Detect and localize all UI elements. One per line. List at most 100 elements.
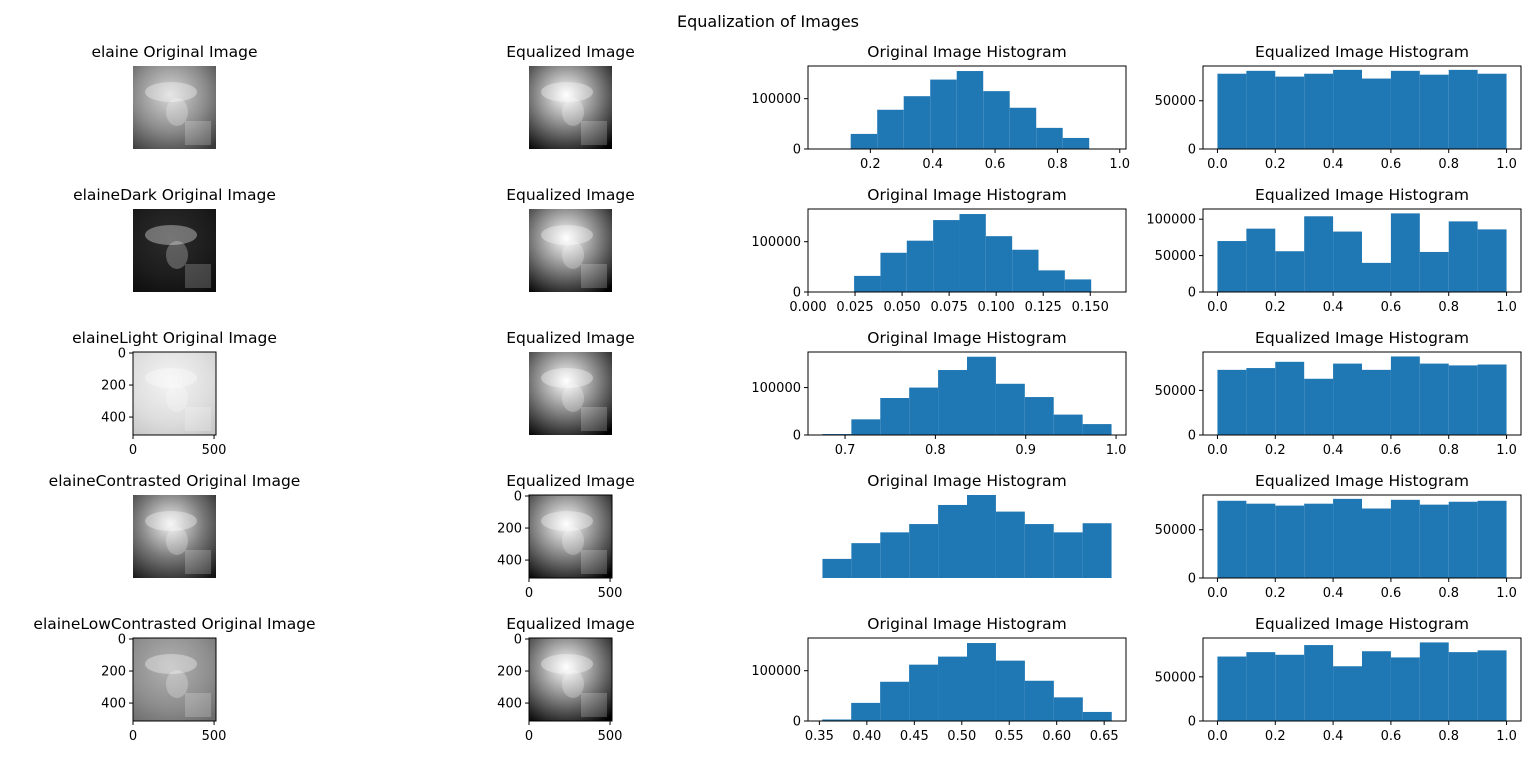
x-tick-label: 500: [598, 729, 623, 744]
histogram-bar: [995, 511, 1025, 578]
x-tick-label: 0.075: [931, 300, 968, 315]
x-tick-label: 0: [525, 729, 533, 744]
image-thumbnail: [133, 638, 216, 721]
axes-frame: [807, 208, 1127, 293]
face: [166, 670, 188, 698]
histogram-bar: [1304, 216, 1334, 292]
x-tick-label: 0.7: [835, 443, 856, 458]
x-tick-label: 0.000: [789, 300, 826, 315]
shoulder: [185, 550, 211, 574]
histogram-original-1: Original Image Histogram 0.2 0.4 0.6 0.8 1.0 0…: [751, 43, 1130, 172]
x-tick-label: 0.8: [1047, 157, 1068, 172]
image-title: Equalized Image: [506, 43, 635, 61]
image-title: Equalized Image: [506, 329, 635, 347]
image-title: elaine Original Image: [91, 43, 257, 61]
x-tick-label: 0.125: [1025, 300, 1062, 315]
histogram-bar: [1419, 74, 1449, 149]
face: [166, 241, 188, 269]
histogram-equalized-4: Equalized Image Histogram 0.0 0.2 0.4 0.6 0.8…: [1155, 472, 1522, 601]
histogram-bar: [1419, 363, 1449, 435]
histogram-bar: [1448, 652, 1478, 721]
histogram-bar: [877, 109, 904, 149]
hat-brim: [541, 511, 593, 531]
histogram-title: Equalized Image Histogram: [1255, 329, 1469, 347]
image-panel-original-2: elaineDark Original Image: [73, 186, 276, 292]
x-tick-label: 0.0: [1207, 300, 1228, 315]
image-panel-original-4: elaineContrasted Original Image: [49, 472, 300, 578]
histogram-bar: [1390, 499, 1420, 578]
shoulder: [185, 121, 211, 145]
histogram-bar: [1477, 364, 1507, 435]
hat-brim: [541, 82, 593, 102]
x-tick-label: 0.40: [852, 729, 881, 744]
y-tick-label: 0: [793, 715, 801, 730]
x-tick-label: 0.150: [1072, 300, 1109, 315]
axes-frame: [1202, 65, 1522, 150]
axes-frame: [807, 65, 1127, 150]
histogram-bar: [880, 252, 907, 292]
histogram-bar: [1038, 270, 1065, 292]
image-panel-original-1: elaine Original Image: [91, 43, 258, 149]
x-tick-label: 0.0: [1207, 443, 1228, 458]
histogram-bar: [1275, 76, 1305, 149]
histogram-bar: [983, 91, 1010, 149]
image-panel-equalized-1: Equalized Image: [506, 43, 635, 149]
histogram-bar: [909, 664, 939, 721]
histogram-bar: [906, 240, 934, 292]
image-frame: [132, 351, 217, 436]
y-tick-label: 0: [514, 490, 522, 505]
histogram-bar: [1053, 414, 1083, 435]
x-tick-label: 0.8: [1438, 443, 1459, 458]
x-tick-label: 1.0: [1109, 157, 1130, 172]
x-tick-label: 0.6: [1381, 586, 1402, 601]
x-tick-label: 0.2: [1265, 586, 1286, 601]
x-tick-label: 0.4: [1323, 586, 1344, 601]
x-tick-label: 0: [129, 443, 137, 458]
x-tick-label: 0: [525, 586, 533, 601]
x-tick-label: 0.50: [947, 729, 976, 744]
y-tick-label: 0: [1188, 429, 1196, 444]
histogram-original-3: Original Image Histogram 0.7 0.8 0.9 1.0 0 100…: [751, 329, 1127, 458]
histogram-bar: [1362, 508, 1391, 578]
histogram-title: Original Image Histogram: [867, 43, 1066, 61]
y-tick-label: 400: [497, 554, 522, 569]
histogram-title: Equalized Image Histogram: [1255, 472, 1469, 490]
hat-brim: [145, 225, 197, 245]
histogram-bar: [1304, 73, 1334, 149]
histogram-bar: [1275, 505, 1305, 578]
x-tick-label: 0.8: [1438, 300, 1459, 315]
histogram-bar: [1362, 78, 1391, 149]
histogram-equalized-1: Equalized Image Histogram 0.0 0.2 0.4 0.6 0.8…: [1155, 43, 1522, 172]
histogram-title: Original Image Histogram: [867, 615, 1066, 633]
histogram-bar: [938, 656, 967, 721]
x-tick-label: 0.8: [1438, 729, 1459, 744]
axes-frame: [1202, 351, 1522, 436]
y-tick-label: 0: [1188, 572, 1196, 587]
y-tick-label: 0: [118, 347, 126, 362]
histogram-bar: [1246, 503, 1276, 578]
shoulder: [581, 550, 607, 574]
histogram-bar: [1217, 500, 1247, 578]
face: [166, 527, 188, 555]
image-thumbnail: [133, 352, 216, 435]
face: [562, 670, 584, 698]
y-tick-label: 100000: [751, 381, 801, 396]
histogram-bar: [1390, 70, 1420, 149]
x-tick-label: 0.8: [1438, 586, 1459, 601]
hat-brim: [145, 368, 197, 388]
x-tick-label: 1.0: [1106, 443, 1127, 458]
histogram-bar: [822, 558, 852, 578]
x-tick-label: 0.2: [1265, 729, 1286, 744]
histogram-title: Equalized Image Histogram: [1255, 615, 1469, 633]
image-panel-original-5: elaineLowContrasted Original Image020040…: [33, 615, 315, 744]
histogram-original-4: Original Image Histogram: [822, 472, 1112, 578]
histogram-bar: [1304, 503, 1334, 578]
histogram-title: Original Image Histogram: [867, 472, 1066, 490]
histogram-bar: [909, 387, 939, 435]
histogram-bar: [1448, 365, 1478, 435]
y-tick-label: 0: [118, 633, 126, 648]
y-tick-label: 400: [497, 697, 522, 712]
x-tick-label: 0.2: [1265, 300, 1286, 315]
histogram-bar: [1082, 523, 1112, 578]
x-tick-label: 1.0: [1496, 729, 1517, 744]
